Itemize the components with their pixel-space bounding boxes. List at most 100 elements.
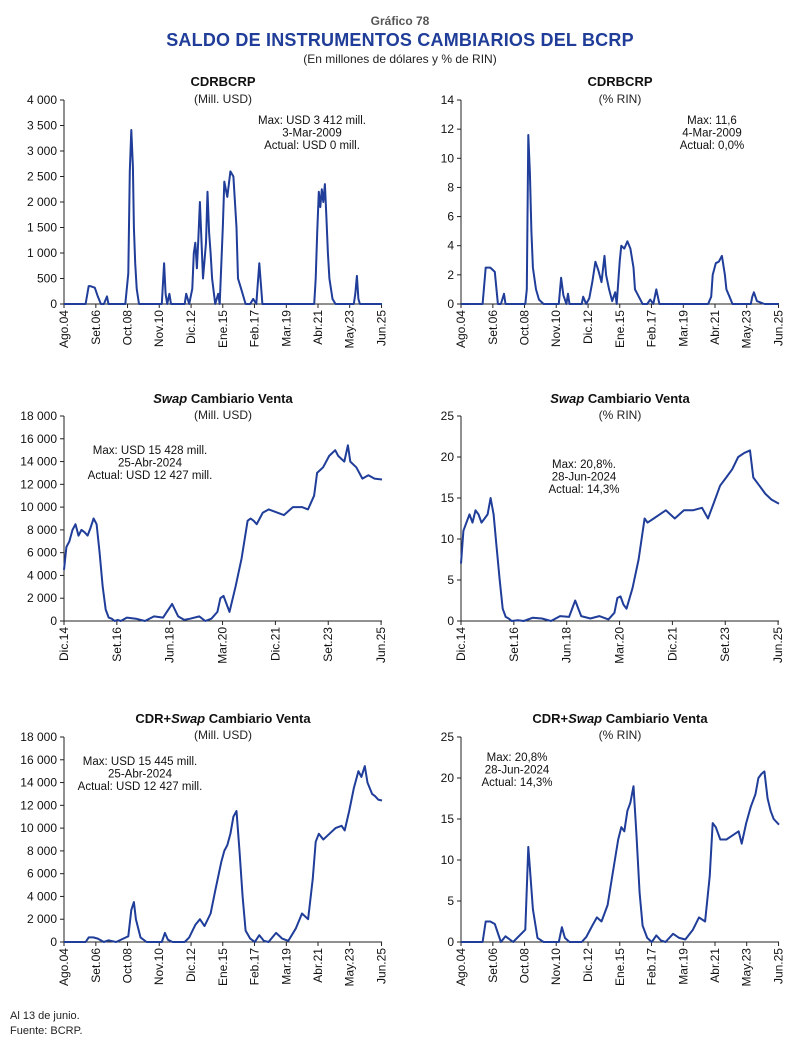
chart-kicker: Gráfico 78 [370,14,430,28]
y-tick-label: 4 [447,239,454,253]
x-tick-label: Abr.21 [311,310,325,345]
chart-panel-6: CDR+Swap Cambiario Venta (% RIN) 0 5 10 15 20 2… [441,711,786,986]
y-tick-label: 500 [37,272,57,286]
source-note: Fuente: BCRP. [10,1025,83,1037]
series-line [64,765,383,943]
x-tick-label: Set.06 [486,948,500,983]
chart-title: CDRBCRP [191,74,256,89]
x-tick-label: Mar.20 [613,627,627,664]
y-tick-label: 18 000 [20,730,57,744]
y-tick-label: 16 000 [20,753,57,767]
chart-panel-3: Swap Cambiario Venta (Mill. USD) 0 2 000 4 0… [20,391,388,664]
y-tick-label: 2 000 [27,195,57,209]
x-tick-label: Jun.25 [771,627,785,663]
annotation-line: 28-Jun-2024 [552,472,617,484]
chart-panel-5: CDR+Swap Cambiario Venta (Mill. USD) 0 2 00… [20,711,388,986]
annotation-line: Actual: USD 12 427 mill. [88,470,213,482]
x-tick-label: Jun.18 [560,627,574,663]
x-tick-label: May.23 [740,948,754,987]
y-tick-label: 0 [447,614,454,628]
chart-panel-4: Swap Cambiario Venta (% RIN) 0 5 10 15 20 25 Dic… [441,391,785,664]
x-tick-label: Set.16 [110,627,124,662]
annotation-line: Actual: USD 12 427 mill. [78,781,203,793]
x-tick-label: Feb.17 [644,948,658,986]
x-tick-label: Nov.10 [152,948,166,985]
y-tick-label: 2 500 [27,170,57,184]
y-tick-label: 5 [447,894,454,908]
x-tick-label: Feb.17 [247,948,261,986]
chart-title: Swap Cambiario Venta [550,391,690,406]
x-tick-label: Jun.25 [375,310,389,346]
x-tick-label: Mar.20 [216,627,230,664]
y-tick-label: 25 [441,730,455,744]
x-tick-label: Nov.10 [549,948,563,985]
chart-title-italic: Swap [153,391,191,406]
y-tick-label: 6 000 [27,867,57,881]
x-tick-label: Set.06 [89,948,103,983]
series-line [64,129,382,305]
chart-unit: (Mill. USD) [194,408,252,422]
y-tick-label: 0 [447,935,454,949]
y-tick-label: 8 000 [27,523,57,537]
series-line [461,770,780,943]
chart-annotation: Max: 20,8% 28-Jun-2024 Actual: 14,3% [482,752,553,789]
chart-title-italic: Swap [568,711,606,726]
y-tick-label: 3 000 [27,144,57,158]
x-tick-label: Jun.25 [772,310,786,346]
chart-annotation: Max: 11,6 4-Mar-2009 Actual: 0,0% [680,115,745,152]
chart-panel-2: CDRBCRP (% RIN) 0 2 4 6 8 10 12 14 Ago.04 Set.06 Oct… [441,74,786,348]
x-tick-label: Jun.25 [374,627,388,663]
annotation-line: 25-Abr-2024 [118,458,183,470]
x-tick-label: Dic.21 [665,627,679,661]
y-tick-label: 16 000 [20,432,57,446]
x-tick-label: Oct.08 [518,948,532,984]
x-tick-label: May.23 [740,310,754,349]
y-tick-label: 6 000 [27,546,57,560]
x-tick-label: Nov.10 [549,310,563,347]
chart-title-text: Cambiario Venta [606,711,709,726]
x-tick-label: Ene.15 [613,948,627,986]
chart-title: CDR+Swap Cambiario Venta [135,711,311,726]
y-tick-label: 10 [441,532,455,546]
x-tick-label: Mar.19 [676,310,690,347]
series-line [63,444,383,622]
x-tick-label: Oct.08 [121,948,135,984]
page-title: SALDO DE INSTRUMENTOS CAMBIARIOS DEL BCR… [166,30,634,50]
page-subtitle: (En millones de dólares y % de RIN) [303,52,497,66]
x-tick-label: Ago.04 [57,948,71,986]
chart-annotation: Max: USD 15 428 mill. 25-Abr-2024 Actual: … [88,445,213,482]
y-tick-label: 8 [447,180,454,194]
x-tick-label: Dic.12 [184,948,198,982]
x-tick-label: Feb.17 [247,310,261,348]
chart-unit: (% RIN) [599,92,642,106]
y-tick-label: 15 [441,491,455,505]
y-tick-label: 20 [441,771,455,785]
x-tick-label: Jun.25 [375,948,389,984]
series-line [461,134,779,305]
y-tick-label: 15 [441,812,455,826]
y-tick-label: 0 [50,614,57,628]
x-tick-label: May.23 [343,948,357,987]
y-tick-label: 14 [441,93,455,107]
chart-title-text: CDRBCRP [191,74,256,89]
x-tick-label: Ene.15 [216,310,230,348]
x-tick-label: Dic.21 [268,627,282,661]
x-tick-label: Ene.15 [216,948,230,986]
annotation-line: Actual: 14,3% [549,484,620,496]
chart-unit: (Mill. USD) [194,92,252,106]
annotation-line: Max: 11,6 [687,115,737,127]
annotation-line: Max: USD 15 445 mill. [83,756,197,768]
annotation-line: 28-Jun-2024 [485,765,550,777]
x-tick-label: Set.16 [507,627,521,662]
chart-title: Swap Cambiario Venta [153,391,293,406]
y-tick-label: 4 000 [27,568,57,582]
chart-title-text: Cambiario Venta [191,391,294,406]
x-tick-label: Jun.25 [772,948,786,984]
y-tick-label: 0 [50,935,57,949]
chart-title: CDR+Swap Cambiario Venta [532,711,708,726]
y-tick-label: 6 [447,210,454,224]
y-tick-label: 12 000 [20,798,57,812]
x-tick-label: May.23 [343,310,357,349]
x-tick-label: Dic.12 [581,310,595,344]
x-tick-label: Dic.12 [184,310,198,344]
